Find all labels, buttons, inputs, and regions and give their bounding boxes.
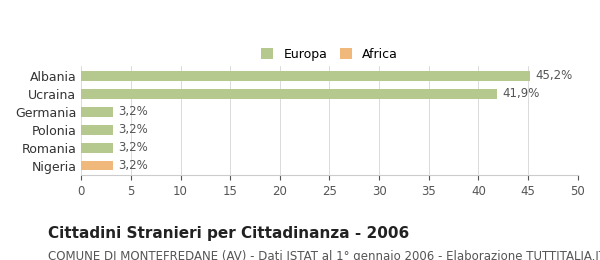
Text: COMUNE DI MONTEFREDANE (AV) - Dati ISTAT al 1° gennaio 2006 - Elaborazione TUTTI: COMUNE DI MONTEFREDANE (AV) - Dati ISTAT… bbox=[48, 250, 600, 260]
Text: 45,2%: 45,2% bbox=[535, 69, 572, 82]
Text: 3,2%: 3,2% bbox=[118, 159, 148, 172]
Bar bbox=[81, 125, 113, 135]
Bar bbox=[81, 71, 530, 81]
Text: Cittadini Stranieri per Cittadinanza - 2006: Cittadini Stranieri per Cittadinanza - 2… bbox=[48, 226, 409, 241]
Bar bbox=[81, 107, 113, 116]
Bar bbox=[81, 161, 113, 171]
Text: 3,2%: 3,2% bbox=[118, 105, 148, 118]
Bar bbox=[81, 143, 113, 153]
Bar bbox=[81, 89, 497, 99]
Text: 3,2%: 3,2% bbox=[118, 141, 148, 154]
Text: 41,9%: 41,9% bbox=[502, 87, 539, 100]
Legend: Europa, Africa: Europa, Africa bbox=[261, 48, 398, 61]
Text: 3,2%: 3,2% bbox=[118, 123, 148, 136]
